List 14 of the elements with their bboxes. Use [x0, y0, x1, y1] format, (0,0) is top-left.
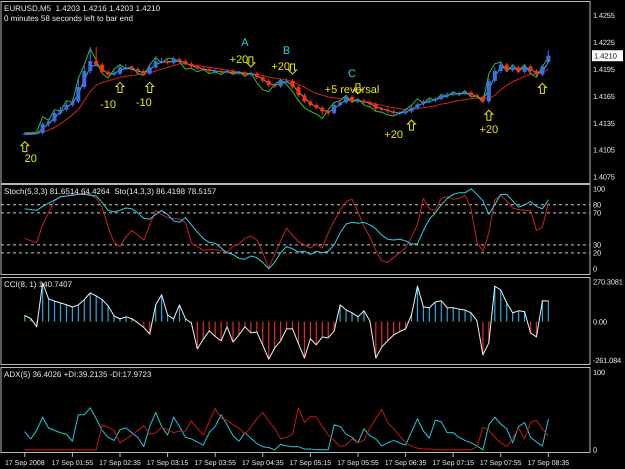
annotation: A	[241, 37, 250, 49]
annotation: B	[282, 45, 290, 57]
chart-title: ADX(5) 36.4026 +DI:39.2135 -DI:17.9723	[4, 370, 152, 379]
chart-title: Stoch(5,3,3) 81.6514 64.4264 Sto(14,3,3) 86.4198 78.5157	[4, 187, 217, 196]
annotation: +20	[230, 54, 248, 66]
annotation: -10	[136, 97, 152, 109]
annotation: 20	[24, 153, 37, 165]
chart-title: EURUSD,M5 1.4203 1.4216 1.4203 1.4210	[4, 4, 161, 13]
annotation: -10	[100, 99, 116, 111]
annotation: +20	[271, 61, 290, 73]
text: 0 minutes 58 seconds left to bar end	[4, 14, 133, 23]
annotation: +20	[480, 124, 498, 136]
annotation: C	[348, 68, 356, 80]
annotation: +20	[384, 129, 404, 141]
